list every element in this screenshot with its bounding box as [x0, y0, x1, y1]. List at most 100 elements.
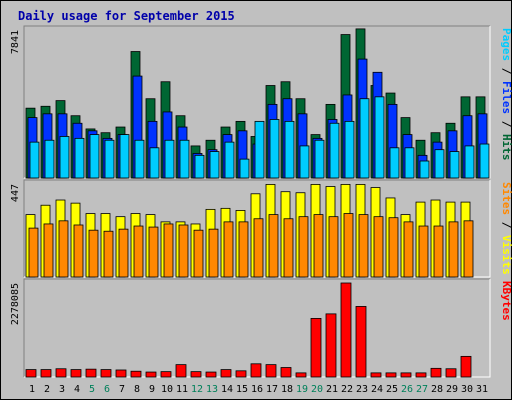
x-tick-label-6: 6 — [104, 384, 110, 395]
bar-kbytes-day-4 — [70, 369, 82, 378]
bar-sites-day-8 — [133, 225, 144, 278]
bar-sites-day-21 — [328, 216, 339, 278]
bar-kbytes-day-24 — [370, 372, 382, 378]
x-tick-label-8: 8 — [134, 384, 140, 395]
bar-pages-day-20 — [314, 139, 325, 179]
x-tick-label-16: 16 — [251, 384, 263, 395]
bar-kbytes-day-10 — [160, 371, 172, 378]
bar-pages-day-21 — [329, 122, 340, 179]
bar-pages-day-26 — [404, 147, 415, 179]
bar-sites-day-27 — [418, 225, 429, 278]
legend-entry-pages: Pages — [500, 28, 512, 61]
x-tick-label-27: 27 — [416, 384, 428, 395]
bar-pages-day-15 — [239, 158, 250, 179]
bar-pages-day-4 — [74, 137, 85, 179]
bar-sites-day-14 — [223, 221, 234, 278]
x-tick-label-7: 7 — [119, 384, 125, 395]
bar-sites-day-9 — [148, 226, 159, 278]
bar-sites-day-24 — [373, 216, 384, 278]
bar-pages-day-5 — [89, 134, 100, 179]
bar-sites-day-28 — [433, 225, 444, 278]
bar-pages-day-3 — [59, 136, 70, 179]
x-tick-label-30: 30 — [461, 384, 473, 395]
legend-separator: / — [500, 215, 512, 235]
x-tick-label-5: 5 — [89, 384, 95, 395]
bar-sites-day-20 — [313, 214, 324, 278]
bar-kbytes-day-12 — [190, 371, 202, 378]
max-label-hits-files-pages: 7841 — [10, 30, 21, 54]
bar-kbytes-day-18 — [280, 367, 292, 378]
bar-pages-day-19 — [299, 145, 310, 179]
bar-sites-day-22 — [343, 213, 354, 278]
x-tick-label-21: 21 — [326, 384, 338, 395]
bar-pages-day-12 — [194, 154, 205, 179]
bar-sites-day-4 — [73, 224, 84, 278]
bar-kbytes-day-8 — [130, 370, 142, 378]
bar-sites-day-10 — [163, 223, 174, 278]
panel-border-dark — [23, 179, 490, 277]
bar-kbytes-day-27 — [415, 372, 427, 378]
panel-border-dark — [23, 25, 490, 178]
bar-kbytes-day-7 — [115, 369, 127, 378]
bar-kbytes-day-25 — [385, 372, 397, 378]
bar-kbytes-day-20 — [310, 318, 322, 378]
bar-pages-day-23 — [359, 98, 370, 179]
x-tick-label-3: 3 — [59, 384, 65, 395]
bar-sites-day-30 — [463, 220, 474, 278]
bar-kbytes-day-23 — [355, 306, 367, 378]
bar-sites-day-7 — [118, 228, 129, 278]
bar-pages-day-10 — [164, 139, 175, 179]
bar-kbytes-day-15 — [235, 370, 247, 378]
bar-pages-day-13 — [209, 151, 220, 179]
bar-kbytes-day-6 — [100, 369, 112, 378]
max-label-visits-sites: 447 — [10, 184, 21, 202]
bar-kbytes-day-3 — [55, 368, 67, 378]
x-tick-label-18: 18 — [281, 384, 293, 395]
bar-kbytes-day-17 — [265, 364, 277, 378]
bar-pages-day-14 — [224, 141, 235, 179]
bar-kbytes-day-21 — [325, 313, 337, 378]
bar-pages-day-1 — [29, 141, 40, 179]
bar-kbytes-day-11 — [175, 364, 187, 378]
legend-kbytes: KBytes — [500, 281, 512, 321]
x-tick-label-10: 10 — [161, 384, 173, 395]
x-tick-label-1: 1 — [29, 384, 35, 395]
bar-pages-day-24 — [374, 96, 385, 179]
bar-pages-day-25 — [389, 147, 400, 179]
bar-kbytes-day-9 — [145, 371, 157, 378]
bar-pages-day-28 — [434, 149, 445, 179]
bar-kbytes-day-14 — [220, 369, 232, 378]
legend-entry-hits: Hits — [500, 134, 512, 161]
panel-kbytes — [24, 279, 490, 377]
x-tick-label-11: 11 — [176, 384, 188, 395]
x-tick-label-9: 9 — [149, 384, 155, 395]
bar-pages-day-7 — [119, 134, 130, 179]
x-tick-label-22: 22 — [341, 384, 353, 395]
bar-sites-day-17 — [268, 214, 279, 278]
bar-kbytes-day-19 — [295, 372, 307, 378]
legend-hits-files-pages: Pages / Files / Hits — [500, 28, 512, 161]
bar-pages-day-27 — [419, 160, 430, 179]
bar-kbytes-day-28 — [430, 367, 442, 378]
max-label-kbytes: 2278085 — [10, 283, 21, 325]
x-tick-label-13: 13 — [206, 384, 218, 395]
bar-kbytes-day-26 — [400, 372, 412, 378]
x-tick-label-19: 19 — [296, 384, 308, 395]
x-tick-label-23: 23 — [356, 384, 368, 395]
bar-pages-day-22 — [344, 120, 355, 179]
bar-kbytes-day-2 — [40, 369, 52, 378]
bar-sites-day-25 — [388, 217, 399, 278]
legend-separator: / — [500, 61, 512, 81]
bar-kbytes-day-1 — [25, 369, 37, 378]
bar-kbytes-day-13 — [205, 371, 217, 378]
x-tick-label-14: 14 — [221, 384, 233, 395]
x-tick-label-4: 4 — [74, 384, 80, 395]
legend-entry-files: Files — [500, 81, 512, 114]
bar-kbytes-day-30 — [460, 355, 472, 378]
x-tick-label-20: 20 — [311, 384, 323, 395]
bar-pages-day-18 — [284, 120, 295, 179]
bar-sites-day-13 — [208, 228, 219, 278]
bar-sites-day-29 — [448, 221, 459, 278]
bar-sites-day-26 — [403, 221, 414, 278]
